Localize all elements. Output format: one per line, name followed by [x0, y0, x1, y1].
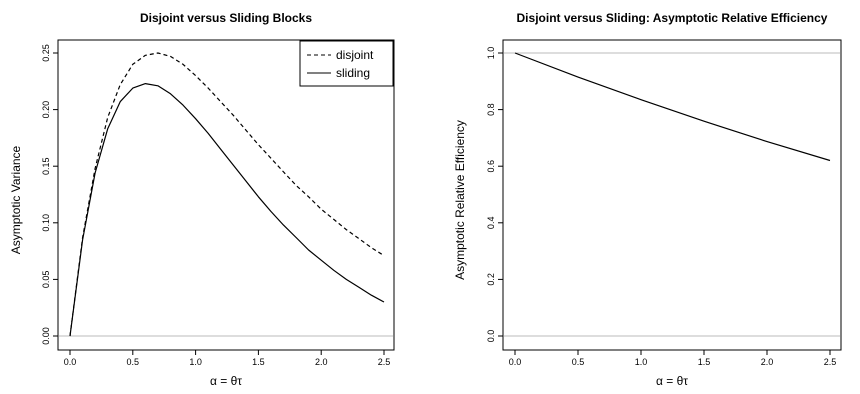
x-tick-label: 1.5: [252, 357, 265, 367]
x-tick-label: 0.5: [127, 357, 140, 367]
y-tick-label: 0.10: [41, 214, 51, 232]
y-tick-label: 0.15: [41, 157, 51, 175]
y-tick-label: 1.0: [486, 47, 496, 60]
x-tick-label: 2.0: [315, 357, 328, 367]
x-tick-label: 0.0: [64, 357, 77, 367]
y-axis-label: Asymptotic Relative Efficiency: [453, 120, 467, 280]
y-tick-label: 0.00: [41, 327, 51, 345]
chart-title: Disjoint versus Sliding: Asymptotic Rela…: [517, 11, 828, 25]
x-tick-label: 1.5: [698, 357, 711, 367]
legend-label-disjoint: disjoint: [336, 48, 374, 62]
efficiency-panel: Disjoint versus Sliding: Asymptotic Rela…: [453, 11, 842, 388]
x-tick-label: 1.0: [635, 357, 648, 367]
x-tick-label: 0.5: [572, 357, 585, 367]
y-axis-label: Asymptotic Variance: [9, 145, 23, 254]
y-tick-label: 0.4: [486, 217, 496, 230]
plot-frame: [57, 39, 395, 351]
y-tick-label: 0.05: [41, 271, 51, 289]
legend: disjoint sliding: [299, 40, 394, 87]
x-tick-label: 2.5: [824, 357, 837, 367]
legend-label-sliding: sliding: [336, 66, 370, 80]
plot-frame: [502, 39, 842, 351]
y-tick-label: 0.6: [486, 160, 496, 173]
y-tick-label: 0.20: [41, 101, 51, 119]
x-tick-label: 2.0: [761, 357, 774, 367]
y-tick-label: 0.0: [486, 330, 496, 343]
x-tick-label: 0.0: [509, 357, 522, 367]
plot-marks: 0.0 0.5 1.0 1.5 2.0 2.5 0.0 0.2 0.4 0.6 0.8 1.0: [486, 47, 840, 367]
variance-panel: Disjoint versus Sliding Blocks α = θτ As…: [9, 11, 395, 388]
x-tick-label: 1.0: [189, 357, 202, 367]
y-tick-label: 0.25: [41, 44, 51, 62]
series-line-sliding: [69, 82, 385, 337]
x-axis-label: α = θτ: [210, 374, 242, 388]
series-line: [514, 52, 831, 162]
y-tick-label: 0.8: [486, 103, 496, 116]
chart-title: Disjoint versus Sliding Blocks: [140, 11, 312, 25]
series-line-disjoint: [69, 52, 385, 337]
legend-box: [299, 40, 394, 87]
x-axis-label: α = θτ: [656, 374, 688, 388]
plot-marks: 0.0 0.5 1.0 1.5 2.0 2.5 0.00 0.05 0.10 0.15 0.20 0.…: [41, 44, 393, 367]
y-tick-label: 0.2: [486, 273, 496, 286]
x-tick-label: 2.5: [378, 357, 391, 367]
